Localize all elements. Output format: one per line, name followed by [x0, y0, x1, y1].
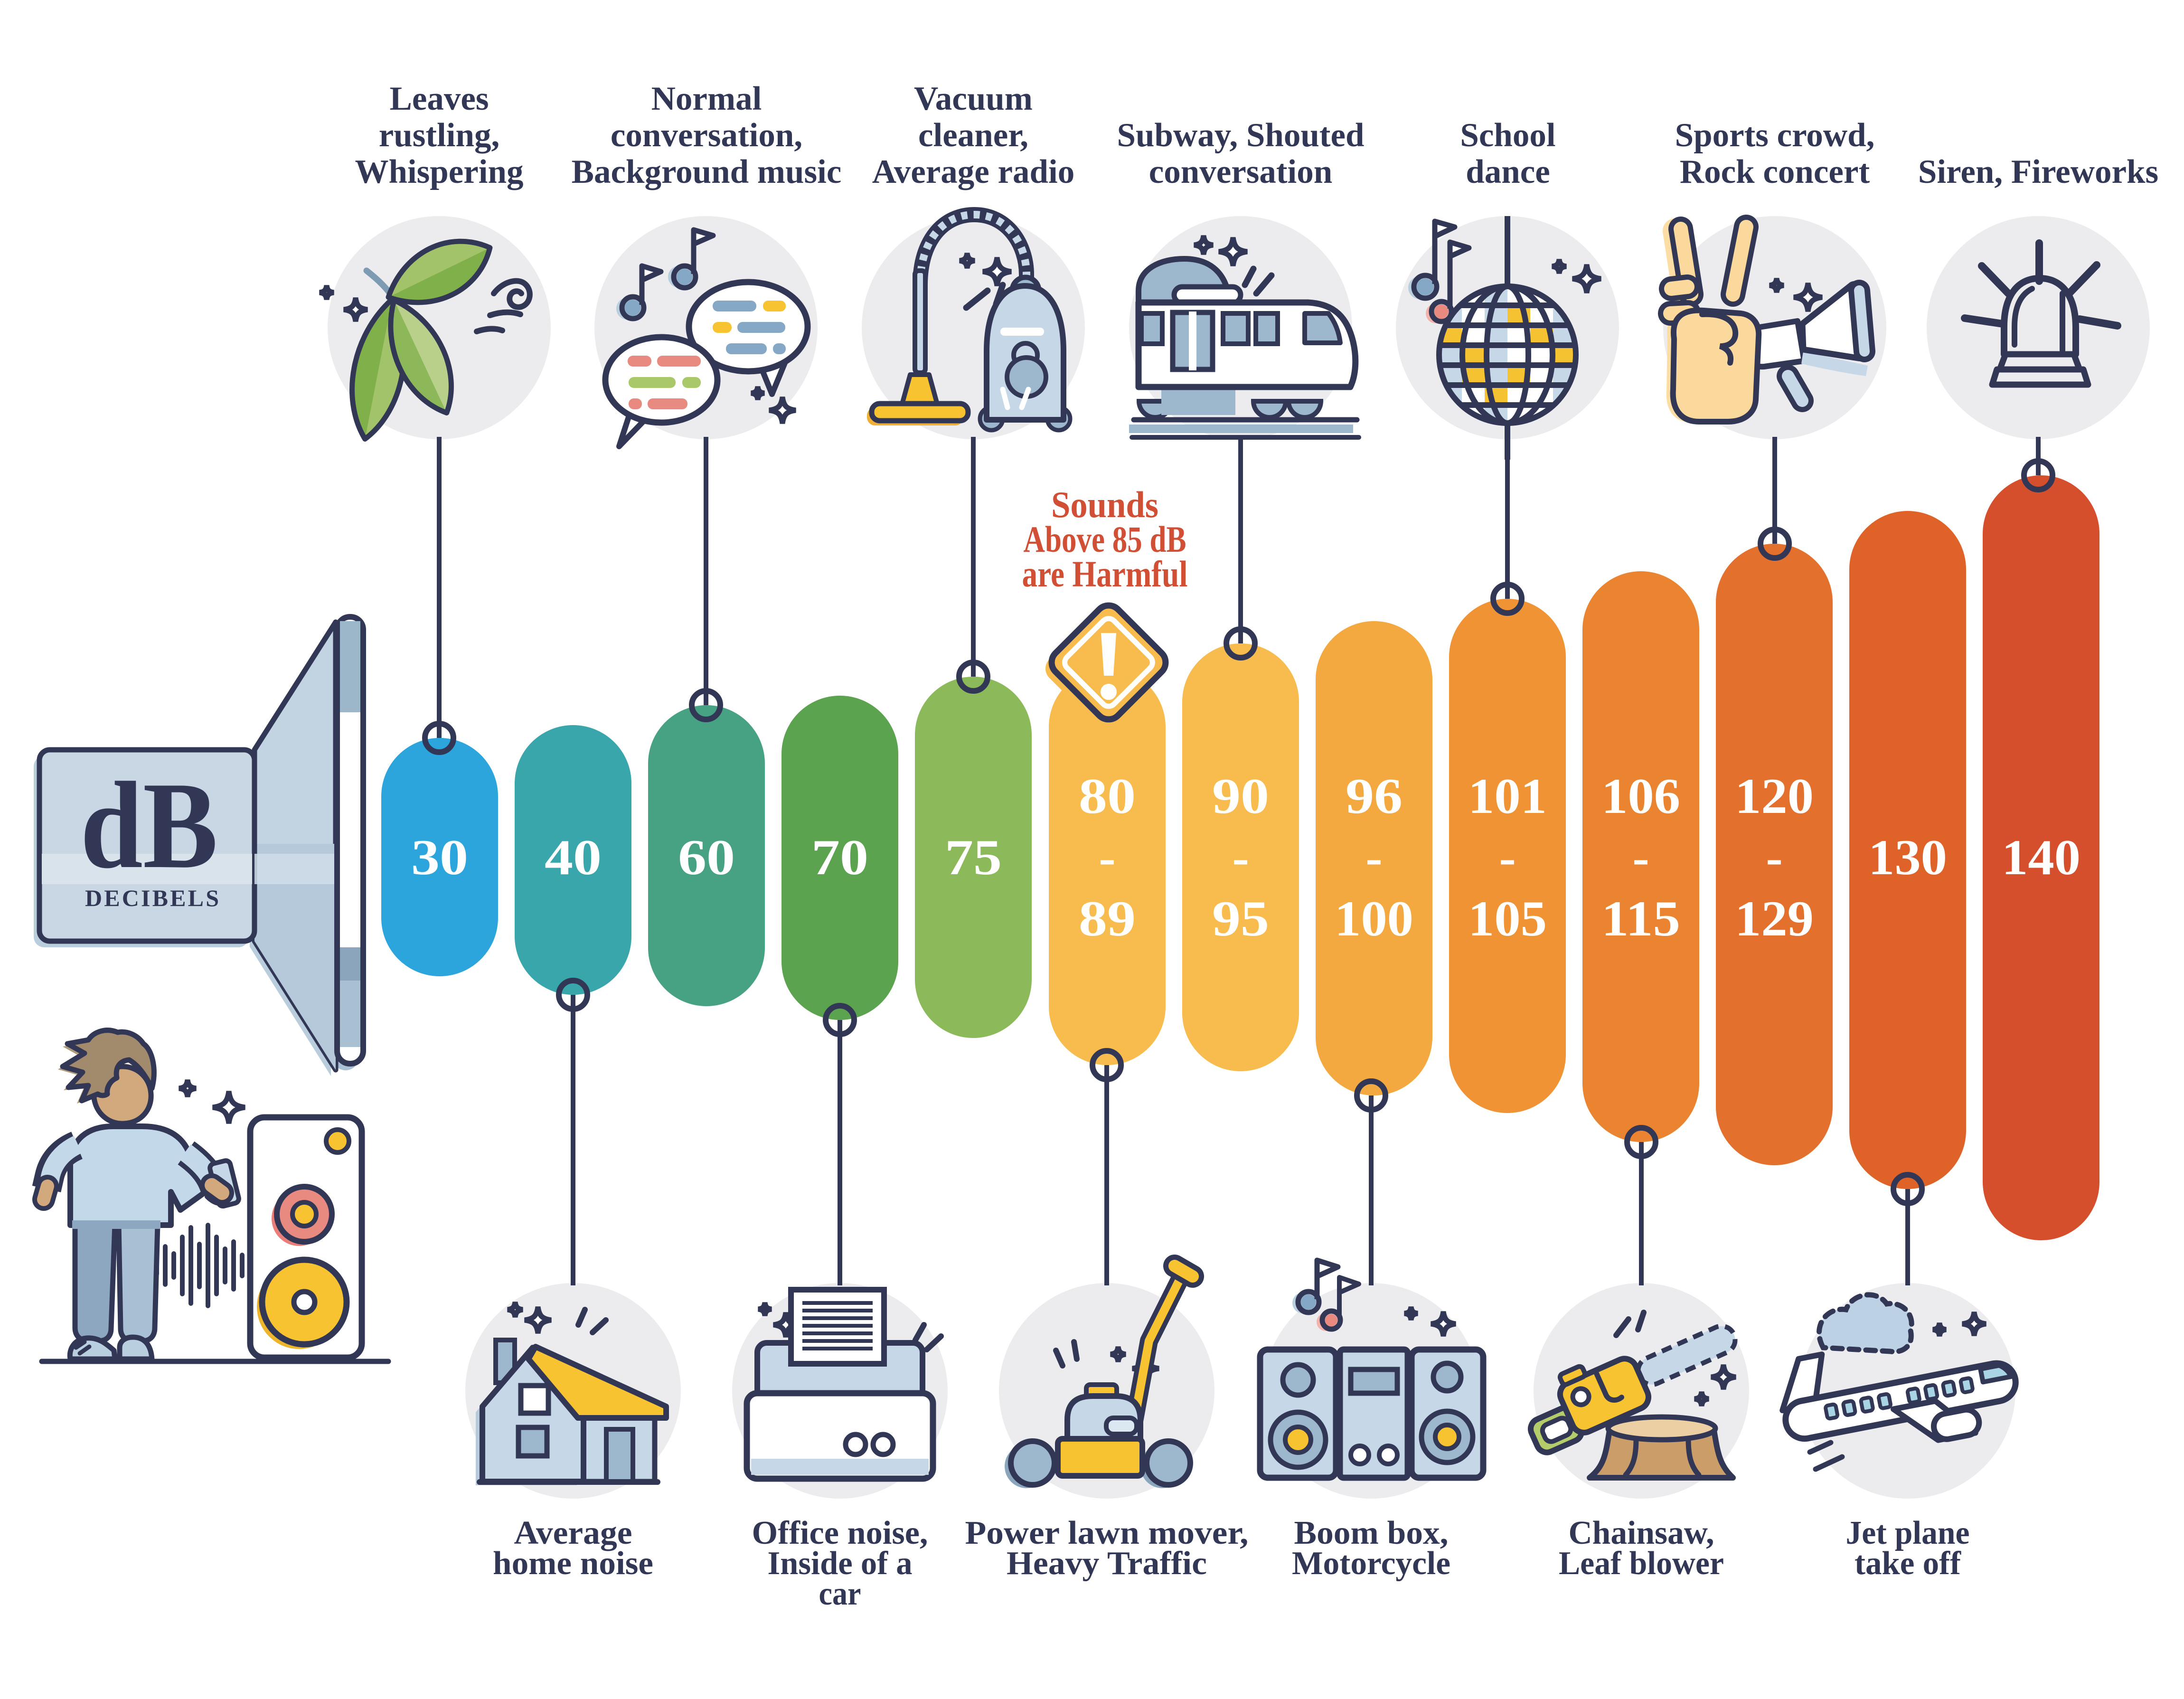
svg-text:Leaves: Leaves — [389, 80, 489, 117]
svg-text:40: 40 — [545, 830, 602, 885]
svg-text:Heavy Traffic: Heavy Traffic — [1007, 1545, 1207, 1582]
svg-text:70: 70 — [811, 830, 868, 885]
svg-text:-: - — [1766, 830, 1782, 885]
svg-text:take off: take off — [1855, 1545, 1961, 1582]
svg-text:are Harmful: are Harmful — [1022, 553, 1188, 595]
svg-text:89: 89 — [1079, 891, 1136, 946]
svg-text:90: 90 — [1212, 768, 1269, 824]
svg-text:Average: Average — [514, 1515, 632, 1551]
svg-text:Sounds: Sounds — [1051, 484, 1158, 525]
svg-text:105: 105 — [1468, 891, 1547, 946]
svg-text:Above 85 dB: Above 85 dB — [1024, 519, 1186, 560]
svg-text:dB: dB — [80, 756, 218, 894]
svg-text:60: 60 — [678, 830, 735, 885]
svg-text:-: - — [1099, 830, 1115, 885]
svg-text:Background music: Background music — [572, 153, 842, 190]
svg-text:-: - — [1232, 830, 1249, 885]
svg-text:96: 96 — [1346, 768, 1403, 824]
svg-text:car: car — [819, 1576, 861, 1612]
svg-text:DECIBELS: DECIBELS — [85, 885, 219, 911]
svg-text:30: 30 — [411, 830, 468, 885]
svg-text:80: 80 — [1079, 768, 1136, 824]
svg-text:conversation: conversation — [1149, 153, 1333, 190]
svg-text:home noise: home noise — [493, 1545, 653, 1582]
svg-text:Boom box,: Boom box, — [1294, 1515, 1449, 1551]
svg-text:75: 75 — [945, 830, 1002, 885]
svg-text:Leaf blower: Leaf blower — [1559, 1545, 1724, 1582]
svg-text:Motorcycle: Motorcycle — [1292, 1545, 1450, 1582]
svg-text:-: - — [1499, 830, 1516, 885]
svg-text:100: 100 — [1335, 891, 1413, 946]
svg-text:Average radio: Average radio — [872, 153, 1075, 190]
svg-text:Chainsaw,: Chainsaw, — [1569, 1515, 1714, 1551]
svg-text:Siren, Fireworks: Siren, Fireworks — [1918, 153, 2158, 190]
svg-text:130: 130 — [1868, 830, 1947, 885]
svg-text:dance: dance — [1466, 153, 1550, 190]
svg-text:120: 120 — [1735, 768, 1814, 824]
svg-text:Office noise,: Office noise, — [752, 1515, 928, 1551]
svg-text:Vacuum: Vacuum — [914, 80, 1033, 117]
svg-text:rustling,: rustling, — [379, 117, 499, 154]
svg-text:101: 101 — [1468, 768, 1547, 824]
svg-text:Whispering: Whispering — [355, 153, 523, 190]
svg-text:Subway, Shouted: Subway, Shouted — [1117, 117, 1365, 154]
svg-text:conversation,: conversation, — [611, 117, 802, 154]
svg-text:School: School — [1460, 117, 1555, 154]
svg-text:-: - — [1365, 830, 1382, 885]
svg-text:Normal: Normal — [651, 80, 762, 117]
svg-text:Rock concert: Rock concert — [1680, 153, 1870, 190]
svg-text:Sports crowd,: Sports crowd, — [1675, 117, 1875, 154]
svg-text:-: - — [1632, 830, 1649, 885]
svg-text:115: 115 — [1601, 891, 1680, 946]
svg-text:129: 129 — [1735, 891, 1814, 946]
svg-text:Jet plane: Jet plane — [1846, 1515, 1970, 1551]
svg-text:cleaner,: cleaner, — [918, 117, 1028, 154]
svg-text:140: 140 — [2002, 830, 2080, 885]
svg-text:106: 106 — [1601, 768, 1680, 824]
svg-text:Inside of a: Inside of a — [768, 1545, 913, 1582]
svg-text:95: 95 — [1212, 891, 1269, 946]
svg-text:Power lawn mover,: Power lawn mover, — [965, 1515, 1249, 1551]
